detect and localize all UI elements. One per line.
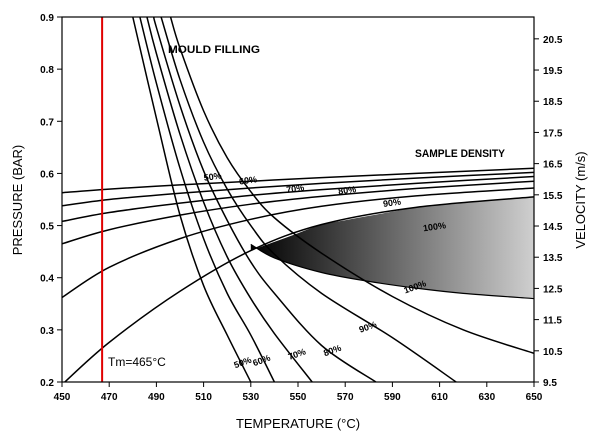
x-tick-label: 550 — [290, 392, 307, 403]
x-tick-label: 530 — [242, 392, 259, 403]
x-tick-label: 470 — [101, 392, 118, 403]
acceptable-density-region — [250, 196, 534, 299]
y-tick-label: 0.8 — [40, 65, 54, 76]
y-tick-label: 0.9 — [40, 13, 54, 24]
plot-frame — [61, 16, 535, 383]
filling-curve-label: 60% — [251, 353, 271, 369]
y2-tick-label: 17.5 — [543, 128, 563, 139]
filling-curve-label: 90% — [358, 319, 378, 335]
filling-curve-3 — [146, 17, 313, 382]
density-curve-5 — [62, 187, 534, 299]
y-tick-label: 0.4 — [40, 274, 54, 285]
density-curve-2 — [62, 171, 534, 207]
filling-curve-label: 80% — [322, 343, 342, 359]
density-curve-1 — [62, 167, 534, 194]
density-curve-label: 100% — [422, 220, 446, 233]
sample-density-label: SAMPLE DENSITY — [415, 148, 506, 160]
density-curve-label: 50% — [203, 171, 222, 183]
y2-tick-label: 19.5 — [543, 66, 563, 77]
filling-curve-label: 50% — [233, 355, 253, 371]
density-curve-6 — [63, 196, 534, 382]
density-curve-label: 90% — [382, 197, 401, 209]
filling-curve-5 — [160, 17, 457, 382]
filling-curve-1 — [132, 17, 252, 382]
filling-curve-2 — [139, 17, 276, 382]
x-tick-label: 490 — [148, 392, 165, 403]
mould-filling-label: MOULD FILLING — [168, 44, 260, 56]
y2-tick-label: 11.5 — [543, 316, 562, 327]
y2-tick-label: 16.5 — [543, 160, 563, 171]
y2-tick-label: 9.5 — [543, 378, 557, 389]
density-curve-4 — [62, 180, 534, 245]
x-tick-label: 650 — [526, 392, 543, 403]
density-curve-label: 80% — [338, 184, 357, 196]
y2-tick-label: 10.5 — [543, 347, 563, 358]
y2-axis-title: VELOCITY (m/s) — [573, 151, 588, 248]
filling-curve-label: 70% — [287, 346, 307, 362]
x-tick-label: 510 — [195, 392, 212, 403]
x-axis-title: TEMPERATURE (°C) — [236, 416, 360, 431]
filling-curve-6 — [169, 17, 534, 355]
x-tick-label: 610 — [431, 392, 448, 403]
y-axis-title: PRESSURE (BAR) — [10, 145, 25, 256]
y2-tick-label: 15.5 — [543, 191, 563, 202]
y-tick-label: 0.7 — [40, 117, 54, 128]
density-region-boundary — [250, 243, 534, 300]
density-curve-label: 70% — [286, 183, 305, 195]
x-tick-label: 450 — [54, 392, 71, 403]
x-tick-label: 570 — [337, 392, 354, 403]
y2-tick-label: 20.5 — [543, 35, 563, 46]
x-tick-label: 630 — [478, 392, 495, 403]
y-tick-label: 0.2 — [40, 378, 54, 389]
density-curve-label: 60% — [238, 174, 257, 186]
y-tick-label: 0.6 — [40, 169, 54, 180]
density-curve-3 — [62, 175, 534, 223]
filling-curve-4 — [153, 17, 377, 382]
y-tick-label: 0.5 — [40, 222, 54, 233]
melting-point-label: Tm=465°C — [108, 355, 166, 369]
x-tick-label: 590 — [384, 392, 401, 403]
y2-tick-label: 18.5 — [543, 97, 563, 108]
y2-tick-label: 12.5 — [543, 284, 563, 295]
y-tick-label: 0.3 — [40, 326, 54, 337]
y2-tick-label: 14.5 — [543, 222, 563, 233]
y2-tick-label: 13.5 — [543, 253, 563, 264]
